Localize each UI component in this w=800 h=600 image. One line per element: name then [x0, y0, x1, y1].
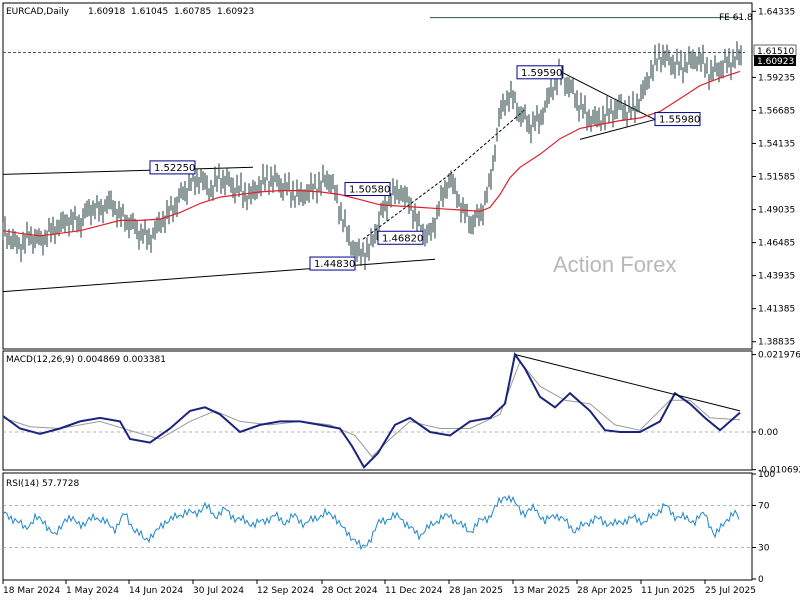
x-tick-label: 14 Jun 2024 [129, 586, 183, 596]
macd-series [2, 352, 752, 469]
price-tick-label: 1.46485 [758, 239, 795, 249]
ohlc-close: 1.60923 [217, 7, 254, 17]
macd-trendline [514, 353, 741, 412]
ohlc-high: 1.61045 [131, 7, 168, 17]
ohlc-low: 1.60785 [174, 7, 211, 17]
rsi-title: RSI(14) 57.7728 [6, 479, 79, 489]
rsi-y-axis: 100 70 30 0 [752, 470, 775, 585]
price-tick-label: 1.41385 [758, 305, 795, 315]
annotation-label: 1.52250 [154, 163, 195, 174]
annotation-box [344, 182, 391, 197]
rsi-line [2, 494, 740, 551]
price-annotations: 1.52250 1.50580 1.46820 1.44830 1.59590 1.559… [149, 65, 701, 271]
annotation-label: 1.44830 [314, 259, 355, 270]
annotation-box [654, 112, 701, 127]
current-price-box [754, 55, 796, 66]
macd-line [2, 352, 741, 469]
x-tick-label: 11 Jun 2025 [641, 586, 695, 596]
macd-tick-label: -0.010692 [758, 466, 800, 476]
price-tick-label: 1.56685 [758, 106, 795, 116]
x-tick-label: 12 Sep 2024 [257, 586, 314, 596]
price-trendline [449, 109, 526, 175]
x-tick-label: 25 Jul 2025 [705, 586, 756, 596]
annotation-label: 1.55980 [659, 115, 700, 126]
annotation-label: 1.46820 [382, 233, 423, 244]
annotation-box [149, 160, 196, 175]
price-trendline [2, 166, 254, 175]
price-y-axis: 1.64335 1.59235 1.56685 1.54135 1.51585 1.490… [752, 7, 795, 348]
rsi-tick-label: 30 [758, 544, 770, 554]
price-trendline [579, 119, 656, 140]
x-tick-label: 30 Jul 2024 [193, 586, 244, 596]
price-series [2, 17, 745, 293]
price-tick-label: 1.38835 [758, 338, 795, 348]
price-tick-label: 1.54135 [758, 139, 795, 149]
annotation-label: 1.59590 [521, 68, 562, 79]
x-tick-label: 28 Jan 2025 [449, 586, 503, 596]
fe-label: FE 61.8 [719, 13, 753, 23]
x-tick-label: 18 Mar 2024 [3, 586, 60, 596]
rsi-series [2, 494, 752, 551]
macd-tick-label: 0.021976 [758, 351, 800, 361]
price-panel-frame [2, 2, 753, 350]
watermark: Action Forex [553, 252, 677, 277]
x-tick-label: 13 Mar 2025 [513, 586, 570, 596]
price-trendline [362, 173, 451, 240]
price-tick-label: 1.64335 [758, 7, 795, 17]
price-trendline [562, 72, 656, 121]
ohlc-open: 1.60918 [88, 7, 125, 17]
annotation-box [377, 230, 424, 245]
x-tick-label: 28 Oct 2024 [322, 586, 378, 596]
price-tick-label: 1.49035 [758, 206, 795, 216]
price-tick-label: 1.51585 [758, 173, 795, 183]
moving-average-line [2, 70, 741, 237]
macd-y-axis: 0.021976 0.00 -0.010692 [752, 351, 800, 476]
macd-signal-line [2, 360, 741, 458]
rsi-tick-label: 70 [758, 502, 770, 512]
x-tick-label: 28 Apr 2025 [577, 586, 633, 596]
x-tick-label: 1 May 2024 [66, 586, 119, 596]
rsi-tick-label: 100 [758, 470, 775, 480]
annotation-label: 1.50580 [349, 185, 390, 196]
annotation-box [309, 256, 356, 271]
rsi-tick-label: 0 [758, 575, 764, 585]
current-price-marker: 1.60923 [757, 57, 794, 67]
price-tick-label: 1.59235 [758, 73, 795, 83]
price-tick-label: 1.43935 [758, 272, 795, 282]
macd-title: MACD(12,26,9) 0.004869 0.003381 [6, 355, 166, 365]
macd-tick-label: 0.00 [758, 428, 778, 438]
annotation-box [516, 65, 563, 80]
symbol-title: EURCAD,Daily [6, 7, 70, 17]
highlight-price-marker: 1.61510 [757, 47, 794, 57]
x-tick-label: 11 Dec 2024 [385, 586, 443, 596]
price-trendline [2, 258, 436, 293]
rsi-panel-frame [2, 472, 753, 581]
x-axis: 18 Mar 2024 1 May 2024 14 Jun 2024 30 Jul 2… [2, 580, 756, 596]
macd-panel-frame [2, 350, 753, 471]
